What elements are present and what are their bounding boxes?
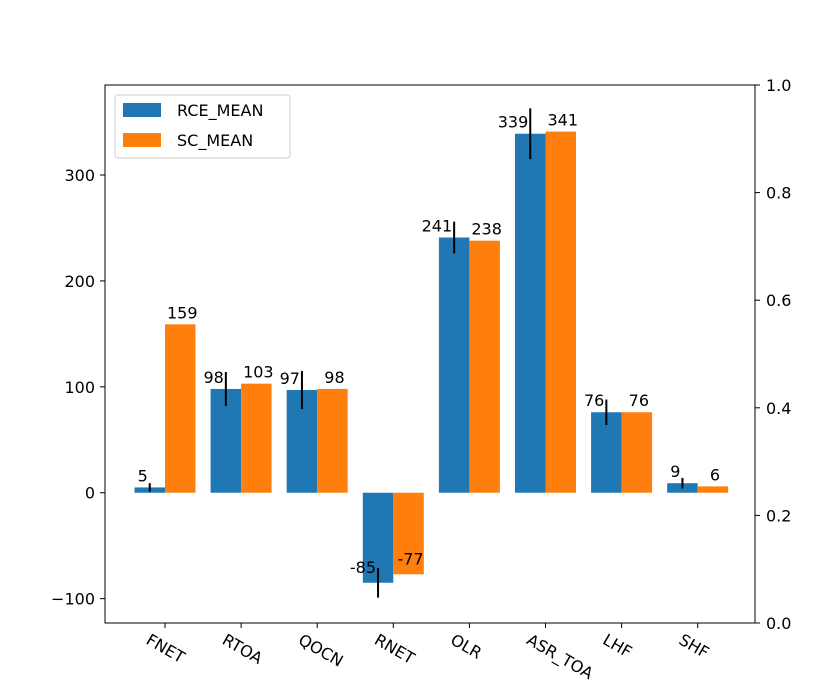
value-label-rce-mean-shf: 9 <box>670 462 680 481</box>
bar-sc-mean-asr-toa <box>545 131 576 493</box>
value-label-rce-mean-asr-toa: 339 <box>498 113 529 132</box>
value-label-sc-mean-asr-toa: 341 <box>547 111 578 130</box>
y-tick-label: −100 <box>51 590 95 609</box>
plot-frame <box>104 84 756 624</box>
x-tick-label-fnet: FNET <box>143 630 188 667</box>
value-label-rce-mean-qocn: 97 <box>280 369 300 388</box>
value-label-sc-mean-qocn: 98 <box>324 368 344 387</box>
legend: RCE_MEAN SC_MEAN <box>114 94 291 159</box>
y2-tick-label: 0.0 <box>766 614 791 633</box>
bar-sc-mean-rnet <box>393 492 424 575</box>
value-label-rce-mean-fnet: 5 <box>138 466 148 485</box>
value-label-sc-mean-shf: 6 <box>710 465 720 484</box>
bar-sc-mean-fnet <box>165 324 196 493</box>
bar-sc-mean-lhf <box>621 412 653 493</box>
axes: −100 0 100 200 300 0.0 0.2 0.4 0.6 0.8 1.0 FNET RTOA… <box>51 76 791 684</box>
value-label-rce-mean-rnet: -85 <box>350 558 376 577</box>
value-label-rce-mean-rtoa: 98 <box>203 368 223 387</box>
legend-label-sc-mean: SC_MEAN <box>177 131 253 151</box>
bar-sc-mean-shf <box>697 486 729 493</box>
x-tick-label-olr: OLR <box>447 630 485 663</box>
y2-tick-label: 0.4 <box>766 399 791 418</box>
y2-tick-label: 1.0 <box>766 76 791 95</box>
legend-label-rce-mean: RCE_MEAN <box>177 101 263 121</box>
x-tick-label-rtoa: RTOA <box>219 630 266 668</box>
legend-swatch-rce-mean <box>123 103 161 117</box>
x-tick-label-qocn: QOCN <box>295 630 346 671</box>
value-label-sc-mean-lhf: 76 <box>629 391 649 410</box>
y2-tick-label: 0.8 <box>766 184 791 203</box>
x-tick-label-rnet: RNET <box>371 630 418 668</box>
value-label-sc-mean-rnet: -77 <box>397 549 423 568</box>
bar-rce-mean-rtoa <box>210 388 242 493</box>
bar-sc-mean-olr <box>469 240 500 493</box>
bar-rce-mean-asr-toa <box>515 133 546 493</box>
x-tick-label-lhf: LHF <box>600 630 636 662</box>
y-tick-label: 300 <box>64 166 95 185</box>
y-tick-label: 100 <box>64 378 95 397</box>
y-tick-label: 0 <box>85 484 95 503</box>
bar-sc-mean-rtoa <box>241 383 272 493</box>
y2-tick-label: 0.6 <box>766 291 791 310</box>
bar-rce-mean-olr <box>438 237 470 493</box>
value-label-rce-mean-lhf: 76 <box>584 391 604 410</box>
value-label-sc-mean-olr: 238 <box>471 220 502 239</box>
value-label-rce-mean-olr: 241 <box>422 217 453 236</box>
plot-area: 5 98 97 -85 241 339 76 9 159 103 98 -77 238 341 76 6 <box>134 108 729 598</box>
legend-swatch-sc-mean <box>123 133 161 147</box>
x-tick-label-asr-toa: ASR_TOA <box>523 630 596 684</box>
y-tick-label: 200 <box>64 272 95 291</box>
bar-rce-mean-rnet <box>362 492 394 583</box>
x-tick-label-shf: SHF <box>676 630 713 662</box>
value-label-sc-mean-fnet: 159 <box>167 303 198 322</box>
bar-rce-mean-lhf <box>591 412 622 493</box>
value-label-sc-mean-rtoa: 103 <box>243 363 274 382</box>
bar-sc-mean-qocn <box>317 388 348 493</box>
y2-tick-label: 0.2 <box>766 506 791 525</box>
